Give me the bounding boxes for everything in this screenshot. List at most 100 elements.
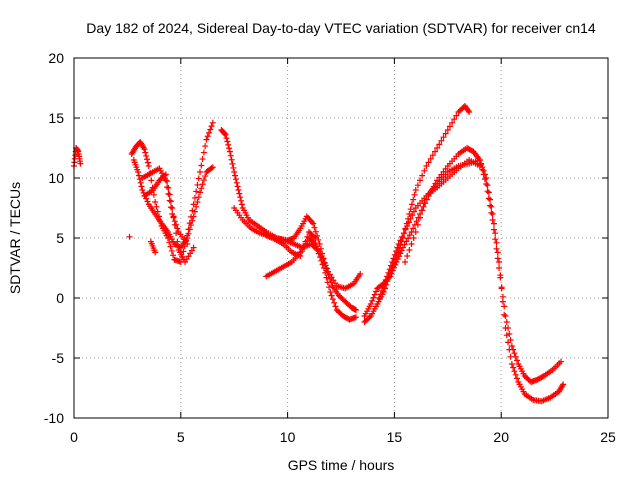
data-point [409,212,416,219]
data-point [505,339,512,346]
data-point [236,190,243,197]
series-arc-14 [376,157,483,301]
data-point [480,167,487,174]
data-point [558,358,565,365]
data-point [395,241,402,247]
data-point [198,162,205,169]
y-tick-label: 10 [48,170,64,186]
data-point [208,165,215,172]
data-point [326,284,333,291]
y-tick-label: 0 [56,290,64,306]
x-tick-label: 5 [177,429,185,445]
data-point [405,219,412,226]
data-point [429,152,436,159]
data-point [135,172,142,179]
data-point [169,205,176,211]
data-point [141,146,148,153]
data-point [142,149,149,156]
data-point [328,292,335,299]
data-point [311,233,318,240]
data-point [144,159,151,166]
data-point [166,239,173,246]
data-point [496,265,503,271]
data-point [327,289,334,295]
data-point [438,137,445,144]
data-point [510,364,517,371]
data-point [191,194,198,201]
data-point [465,107,472,114]
series-arc-11 [263,235,364,292]
data-point [489,217,496,223]
data-point [396,253,403,260]
data-point [170,252,177,259]
data-point [412,187,419,193]
data-point [185,230,192,237]
data-point [476,157,483,163]
data-point [494,249,501,256]
data-point [404,253,411,259]
data-point [222,131,229,138]
data-point [502,313,509,319]
data-point [225,141,232,148]
data-point [425,159,432,166]
series-arc-1 [71,145,84,169]
data-point [411,191,418,198]
data-point [407,215,414,222]
data-point [234,183,241,190]
data-point [228,156,235,163]
data-point [312,235,319,241]
data-point [174,225,181,232]
data-point [478,160,485,167]
data-point [229,160,236,167]
data-point [381,280,388,287]
data-points [71,103,567,405]
data-point [184,241,191,247]
data-point [501,311,508,318]
data-point [238,197,245,204]
data-point [167,198,174,205]
data-point [318,253,325,259]
data-point [166,197,173,204]
data-point [144,198,151,205]
data-point [310,220,317,227]
data-point [417,177,424,184]
data-point [494,255,501,262]
data-point [171,221,178,228]
data-point [188,222,195,229]
data-point [377,291,384,298]
data-point [371,291,378,298]
data-point [487,202,494,209]
data-point [453,112,460,119]
data-point [174,238,181,245]
data-point [502,325,509,331]
data-point [195,175,202,182]
data-point [323,274,330,281]
data-point [150,191,157,198]
data-point [137,179,144,186]
data-point [199,156,206,163]
data-point [489,211,496,217]
data-point [322,262,329,269]
data-point [205,129,212,136]
data-point [331,299,338,306]
data-point [412,229,419,235]
data-point [485,189,492,196]
x-tick-label: 0 [70,429,78,445]
data-point [400,230,407,237]
data-point [404,223,411,229]
data-point [414,221,421,228]
grid-lines [74,58,608,418]
data-point [499,298,506,305]
data-point [479,164,486,171]
data-point [408,201,415,208]
data-point [312,228,319,235]
data-point [406,247,413,253]
data-point [195,194,202,201]
data-point [427,155,434,162]
data-point [167,204,174,211]
data-point [126,233,133,240]
data-point [410,196,417,203]
axis-ticks: 0 5 10 15 20 25 -10 -5 0 5 10 15 20 [44,50,616,445]
data-point [77,160,84,167]
data-point [492,230,499,237]
